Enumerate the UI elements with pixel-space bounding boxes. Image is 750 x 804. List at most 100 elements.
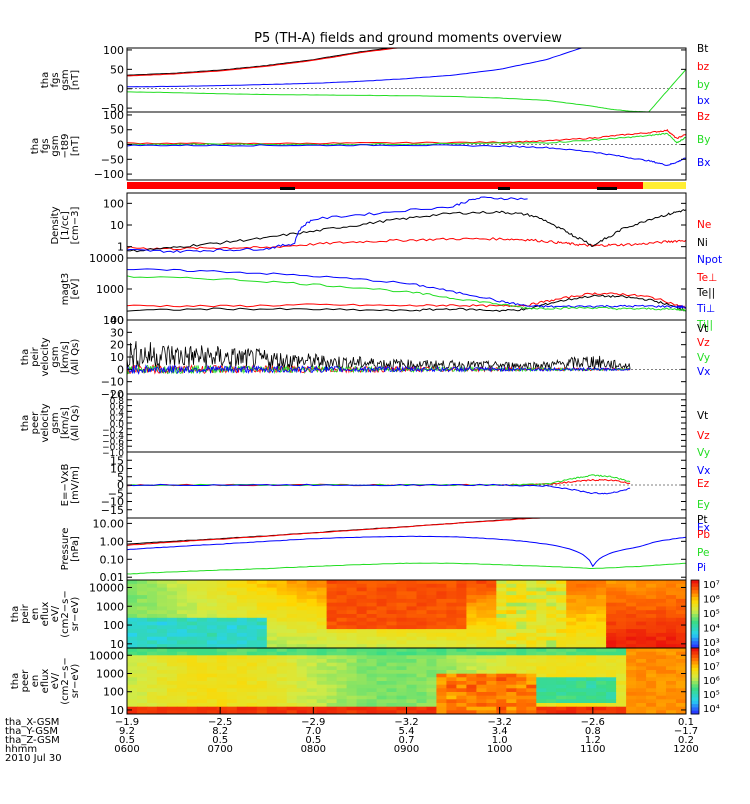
spectrogram-cell (676, 655, 686, 660)
spectrogram-cell (176, 684, 188, 689)
spectrogram-cell (486, 706, 497, 711)
spectrogram-cell (176, 688, 188, 693)
spectrogram-cell (286, 632, 298, 638)
spectrogram-cell (596, 659, 607, 664)
spectrogram-cell (236, 699, 248, 704)
spectrogram-cell (446, 606, 457, 611)
spectrogram-cell (206, 662, 218, 667)
spectrogram-cell (296, 629, 308, 634)
spectrogram-cell (566, 629, 577, 634)
spectrogram-cell (586, 651, 597, 656)
spectrogram-cell (406, 580, 418, 585)
spectrogram-cell (526, 710, 537, 714)
spectrogram-cell (156, 625, 168, 630)
spectrogram-cell (326, 625, 338, 630)
spectrogram-cell (137, 602, 148, 608)
spectrogram-cell (366, 651, 378, 656)
spectrogram-cell (576, 692, 587, 697)
spectrogram-cell (616, 606, 627, 611)
spectrogram-cell (646, 595, 657, 600)
spectrogram-cell (366, 614, 378, 619)
spectrogram-cell (326, 662, 338, 667)
spectrogram-cell (586, 655, 597, 660)
spectrogram-cell (516, 684, 527, 689)
spectrogram-cell (446, 692, 457, 697)
spectrogram-cell (176, 640, 188, 645)
spectrogram-cell (606, 625, 617, 630)
spectrogram-cell (456, 632, 467, 638)
spectrogram-cell (676, 673, 686, 678)
spectrogram-cell (266, 670, 278, 675)
colorbar-segment (691, 651, 699, 656)
x-tick-label-Z: 0.5 (305, 735, 321, 746)
spectrogram-cell (536, 591, 547, 596)
spectrogram-cell (346, 632, 358, 638)
spectrogram-cell (446, 706, 457, 711)
x-row-label: hhmm (5, 744, 37, 755)
spectrogram-cell (306, 688, 318, 693)
spectrogram-cell (416, 587, 428, 592)
spectrogram-cell (326, 670, 338, 675)
spectrogram-cell (656, 629, 667, 634)
spectrogram-cell (256, 625, 268, 630)
spectrogram-cell (576, 655, 587, 660)
spectrogram-cell (306, 710, 318, 714)
spectrogram-cell (406, 706, 418, 711)
spectrogram-cell (276, 644, 288, 648)
spectrogram-cell (596, 591, 607, 596)
colorbar-label: 10⁸ (703, 648, 720, 659)
spectrogram-cell (276, 614, 288, 619)
spectrogram-cell (536, 673, 547, 678)
spectrogram-cell (376, 662, 388, 667)
spectrogram-cell (196, 629, 208, 634)
legend-fgs-item: Bt (697, 43, 708, 55)
spectrogram-cell (496, 617, 507, 623)
y-axis-label-line: peir (20, 603, 31, 623)
spectrogram-cell (246, 699, 258, 704)
spectrogram-cell (616, 703, 627, 708)
spectrogram-cell (586, 580, 597, 585)
spectrogram-cell (216, 699, 228, 704)
spectrogram-cell (316, 699, 328, 704)
spectrogram-cell (646, 598, 657, 604)
spectrogram-cell (246, 617, 258, 623)
spectrogram-cell (546, 621, 557, 626)
spectrogram-cell (226, 587, 238, 592)
spectrogram-cell (396, 580, 408, 585)
legend-peir_velocity-item: Vt (697, 323, 708, 335)
series-Vx (127, 364, 631, 375)
spectrogram-cell (416, 625, 428, 630)
spectrogram-cell (416, 659, 428, 664)
spectrogram-cell (336, 706, 348, 711)
spectrogram-cell (166, 659, 178, 664)
spectrogram-cell (326, 684, 338, 689)
spectrogram-cell (376, 651, 388, 656)
spectrogram-cell (236, 706, 248, 711)
spectrogram-cell (256, 580, 268, 585)
spectrogram-cell (426, 587, 438, 592)
series-line (127, 132, 686, 146)
spectrogram-cell (286, 662, 298, 667)
spectrogram-cell (676, 670, 686, 675)
spectrogram-cell (426, 666, 438, 671)
spectrogram-cell (137, 629, 148, 634)
spectrogram-cell (276, 580, 288, 585)
spectrogram-cell (576, 629, 587, 634)
spectrogram-cell (306, 614, 318, 619)
spectrogram-cell (396, 677, 408, 682)
spectrogram-cell (586, 595, 597, 600)
colorbar-segment (691, 593, 699, 598)
spectrogram-cell (496, 692, 507, 697)
spectrogram-cell (336, 644, 348, 648)
spectrogram-cell (506, 666, 517, 671)
spectrogram-cell (366, 598, 378, 604)
y-tick-label: 50 (110, 63, 124, 76)
spectrogram-cell (326, 692, 338, 697)
y-axis-label-line: sr−eV) (70, 597, 81, 632)
spectrogram-cell (196, 662, 208, 667)
spectrogram-cell (476, 666, 487, 671)
spectrogram-cell (486, 595, 497, 600)
spectrogram-cell (256, 670, 268, 675)
spectrogram-cell (626, 617, 637, 623)
spectrogram-cell (406, 606, 418, 611)
